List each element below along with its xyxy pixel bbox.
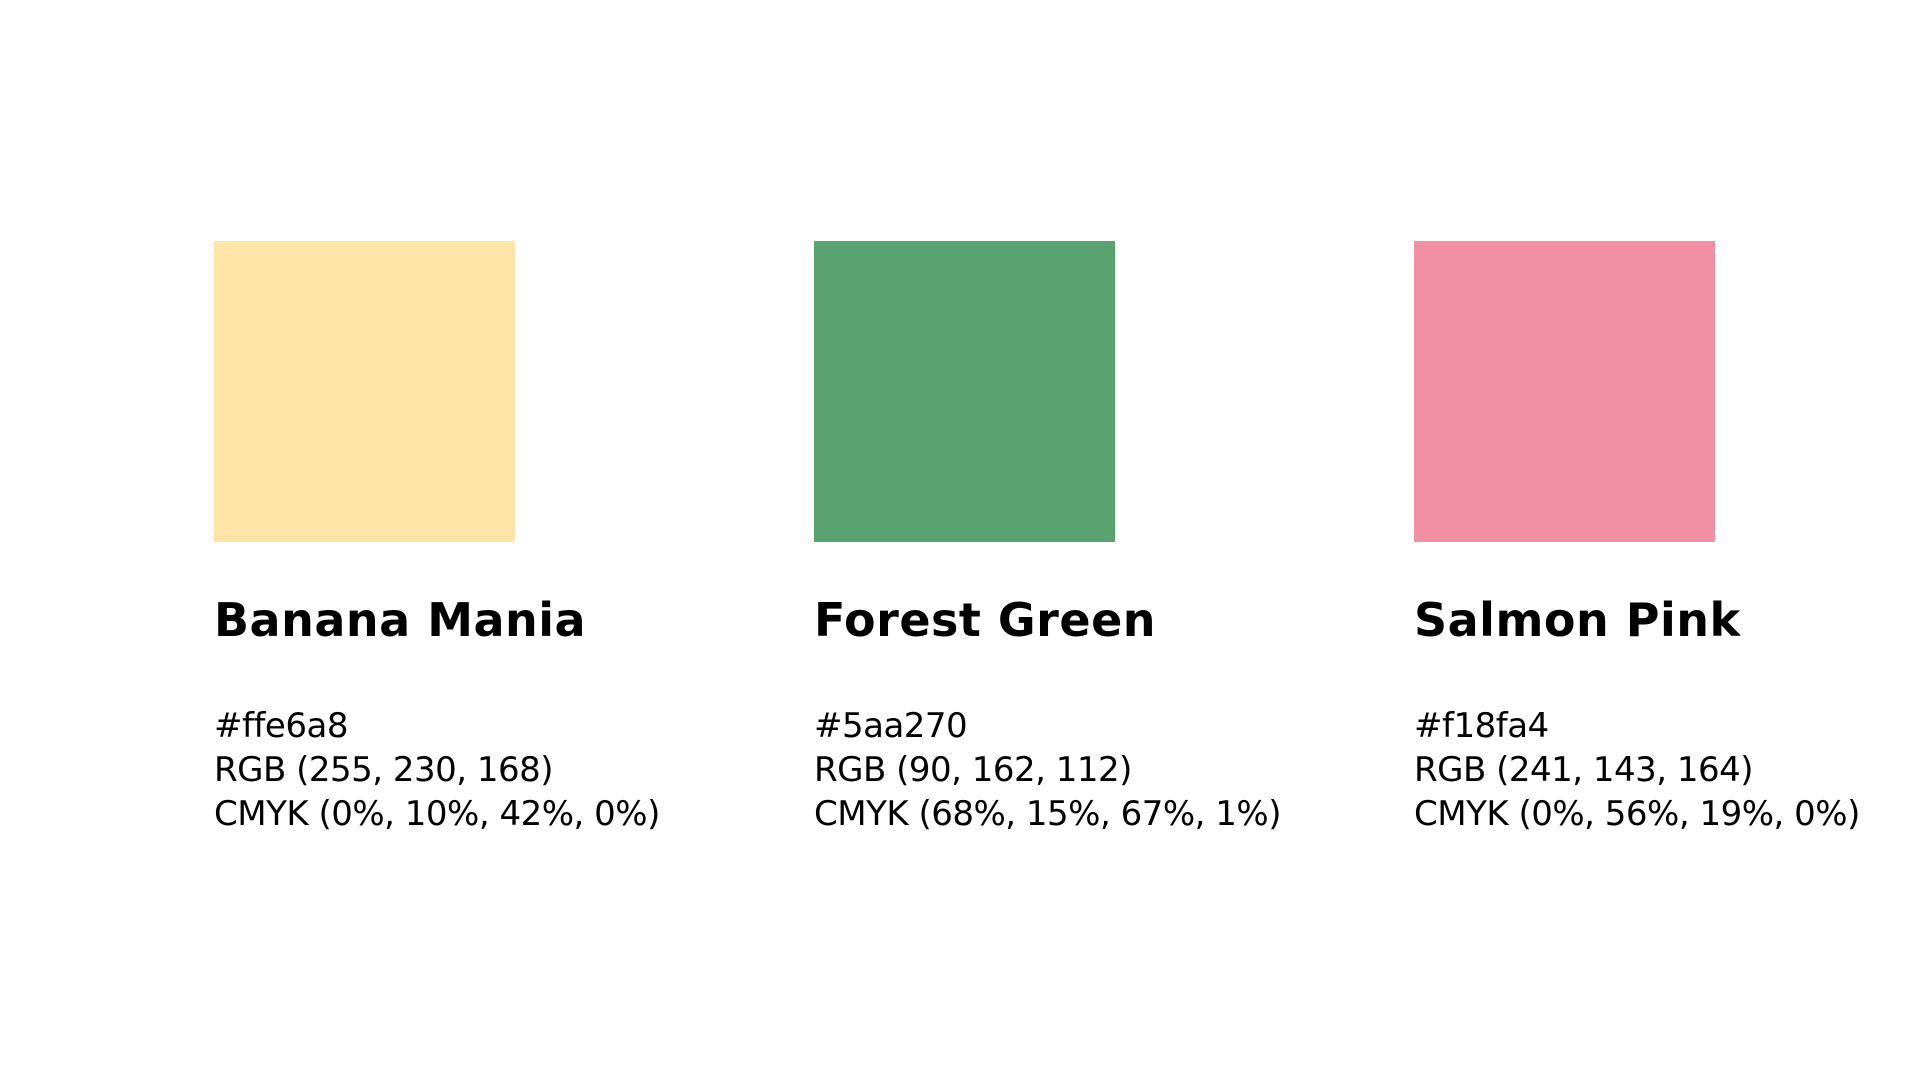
cmyk-code: CMYK (0%, 10%, 42%, 0%)	[214, 794, 660, 834]
cmyk-code: CMYK (0%, 56%, 19%, 0%)	[1414, 794, 1860, 834]
cmyk-code: CMYK (68%, 15%, 67%, 1%)	[814, 794, 1281, 834]
color-swatch	[1414, 241, 1715, 542]
color-swatch	[814, 241, 1115, 542]
hex-code: #f18fa4	[1414, 706, 1549, 746]
color-codes: #f18fa4 RGB (241, 143, 164) CMYK (0%, 56…	[1414, 704, 1920, 836]
color-card-banana-mania: Banana Mania #ffe6a8 RGB (255, 230, 168)…	[214, 241, 734, 836]
rgb-code: RGB (241, 143, 164)	[1414, 750, 1754, 790]
color-palette: Banana Mania #ffe6a8 RGB (255, 230, 168)…	[214, 241, 1860, 881]
hex-code: #5aa270	[814, 706, 968, 746]
hex-code: #ffe6a8	[214, 706, 348, 746]
color-codes: #ffe6a8 RGB (255, 230, 168) CMYK (0%, 10…	[214, 704, 734, 836]
color-swatch	[214, 241, 515, 542]
color-card-salmon-pink: Salmon Pink #f18fa4 RGB (241, 143, 164) …	[1414, 241, 1920, 836]
color-name: Banana Mania	[214, 593, 587, 647]
color-card-forest-green: Forest Green #5aa270 RGB (90, 162, 112) …	[814, 241, 1334, 836]
color-name: Salmon Pink	[1414, 593, 1741, 647]
rgb-code: RGB (90, 162, 112)	[814, 750, 1132, 790]
rgb-code: RGB (255, 230, 168)	[214, 750, 554, 790]
color-codes: #5aa270 RGB (90, 162, 112) CMYK (68%, 15…	[814, 704, 1334, 836]
color-name: Forest Green	[814, 593, 1157, 647]
